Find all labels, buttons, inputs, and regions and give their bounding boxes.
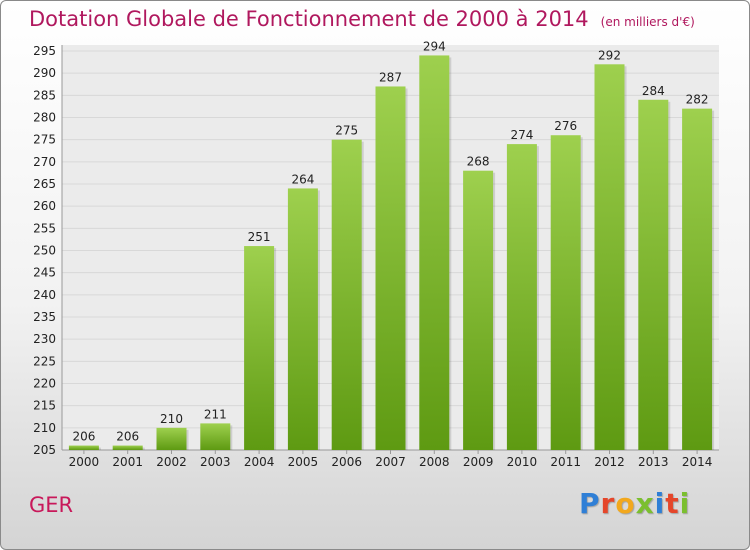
data-label: 274 — [510, 128, 533, 142]
x-tick-label: 2010 — [507, 455, 538, 469]
logo-letter: P — [579, 487, 601, 520]
data-label: 284 — [642, 84, 665, 98]
data-label: 275 — [335, 124, 358, 138]
x-tick-label: 2000 — [69, 455, 100, 469]
y-tick-label: 260 — [33, 199, 56, 213]
data-label: 206 — [116, 430, 139, 444]
data-label: 210 — [160, 412, 183, 426]
y-tick-label: 225 — [33, 354, 56, 368]
x-tick-label: 2005 — [288, 455, 319, 469]
bar — [244, 246, 275, 450]
y-tick-label: 240 — [33, 288, 56, 302]
y-tick-label: 210 — [33, 421, 56, 435]
y-tick-label: 280 — [33, 111, 56, 125]
bar — [156, 427, 187, 450]
y-tick-label: 215 — [33, 399, 56, 413]
data-label: 211 — [204, 407, 227, 421]
bar — [200, 423, 231, 450]
bar — [419, 55, 450, 450]
data-label: 251 — [248, 230, 271, 244]
y-tick-label: 245 — [33, 266, 56, 280]
x-tick-label: 2003 — [200, 455, 231, 469]
bar — [682, 108, 713, 450]
bar — [594, 64, 625, 451]
logo-letter: o — [615, 487, 636, 520]
data-label: 264 — [291, 172, 314, 186]
x-tick-label: 2007 — [375, 455, 406, 469]
bar — [638, 99, 669, 451]
x-tick-label: 2006 — [331, 455, 362, 469]
y-tick-label: 235 — [33, 310, 56, 324]
y-tick-label: 275 — [33, 133, 56, 147]
place-name: GER — [29, 493, 74, 517]
bar — [463, 170, 494, 450]
data-label: 292 — [598, 48, 621, 62]
data-label: 206 — [72, 430, 95, 444]
bar — [112, 445, 143, 450]
y-tick-label: 205 — [33, 443, 56, 457]
data-label: 294 — [423, 39, 446, 53]
y-tick-label: 230 — [33, 332, 56, 346]
data-label: 276 — [554, 119, 577, 133]
data-label: 287 — [379, 70, 402, 84]
x-tick-label: 2001 — [112, 455, 143, 469]
bar — [287, 188, 318, 450]
x-tick-label: 2012 — [594, 455, 625, 469]
logo-letter: i — [679, 487, 691, 520]
y-tick-label: 270 — [33, 155, 56, 169]
logo-letter: i — [654, 487, 666, 520]
data-label: 282 — [686, 93, 709, 107]
bar — [375, 86, 406, 450]
y-tick-label: 285 — [33, 88, 56, 102]
title-text: Dotation Globale de Fonctionnement de 20… — [29, 7, 589, 31]
logo-letter: t — [665, 487, 680, 520]
chart-title: Dotation Globale de Fonctionnement de 20… — [29, 7, 695, 31]
chart-subtitle: (en milliers d'€) — [600, 15, 695, 29]
y-tick-label: 265 — [33, 177, 56, 191]
y-tick-label: 255 — [33, 221, 56, 235]
x-tick-label: 2009 — [463, 455, 494, 469]
x-tick-label: 2013 — [638, 455, 669, 469]
bar — [331, 139, 362, 450]
logo-letter: r — [600, 487, 616, 520]
x-tick-label: 2014 — [682, 455, 713, 469]
data-label: 268 — [467, 155, 490, 169]
bar — [68, 445, 99, 450]
y-tick-label: 220 — [33, 377, 56, 391]
y-tick-label: 250 — [33, 244, 56, 258]
x-tick-label: 2008 — [419, 455, 450, 469]
proxiti-logo: Proxiti — [579, 487, 690, 520]
bar — [550, 135, 581, 450]
logo-letter: x — [635, 487, 655, 520]
x-tick-label: 2004 — [244, 455, 275, 469]
bar — [506, 144, 537, 450]
x-tick-label: 2002 — [156, 455, 187, 469]
x-tick-label: 2011 — [550, 455, 581, 469]
y-tick-label: 295 — [33, 44, 56, 58]
y-tick-label: 290 — [33, 66, 56, 80]
